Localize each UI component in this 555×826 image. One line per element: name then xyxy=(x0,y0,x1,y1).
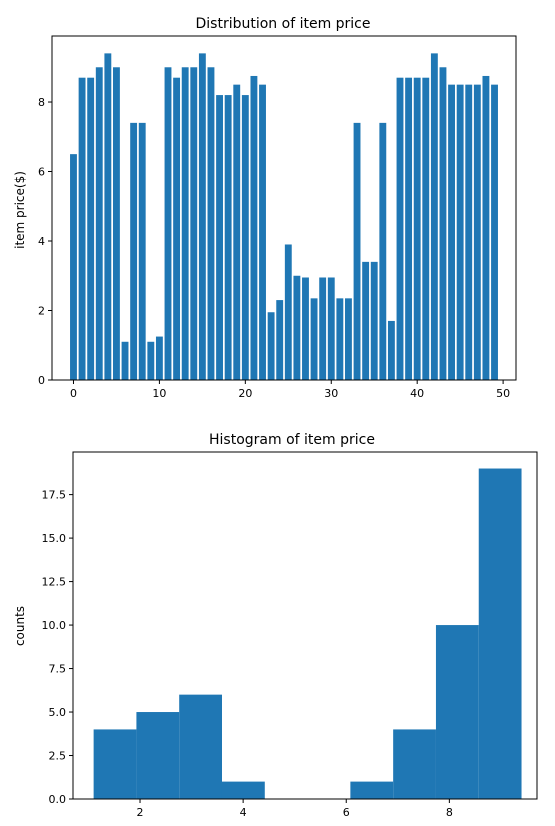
histogram-bin xyxy=(478,468,522,799)
bar xyxy=(430,53,438,380)
bar xyxy=(302,277,309,380)
bar xyxy=(336,298,344,380)
y-axis-label: counts xyxy=(13,606,27,646)
y-tick-label: 15.0 xyxy=(42,532,67,545)
histogram-bin xyxy=(179,694,222,799)
bar xyxy=(405,77,413,381)
bar xyxy=(233,84,241,381)
bar xyxy=(113,67,120,380)
bar xyxy=(422,77,430,381)
bar xyxy=(473,84,481,381)
bar xyxy=(310,298,318,380)
bar xyxy=(293,275,301,380)
bar xyxy=(198,53,206,380)
y-tick-label: 2 xyxy=(38,305,45,318)
y-tick-label: 4 xyxy=(38,235,45,248)
chart-title: Distribution of item price xyxy=(196,16,371,32)
bar xyxy=(138,122,146,381)
x-tick-label: 50 xyxy=(496,387,510,400)
x-tick-label: 2 xyxy=(137,806,144,819)
bar xyxy=(104,53,112,380)
bar xyxy=(370,261,378,380)
histogram-bin xyxy=(221,781,265,799)
bar xyxy=(164,67,172,380)
histogram-bins xyxy=(93,468,522,799)
x-tick-label: 20 xyxy=(238,387,252,400)
bar xyxy=(121,341,129,380)
chart-title: Histogram of item price xyxy=(209,432,375,448)
y-tick-label: 17.5 xyxy=(42,489,67,502)
bar xyxy=(87,77,95,381)
bar xyxy=(241,95,249,380)
bar xyxy=(181,67,189,380)
bar xyxy=(147,341,155,380)
x-tick-label: 30 xyxy=(324,387,338,400)
y-tick-label: 8 xyxy=(38,96,45,109)
y-tick-label: 6 xyxy=(38,166,45,179)
bar xyxy=(319,277,327,380)
histogram-bin xyxy=(136,712,180,799)
bar xyxy=(448,84,455,381)
chart-price-distribution: Distribution of item price item price($)… xyxy=(13,16,517,400)
bar xyxy=(396,77,404,381)
bar xyxy=(413,77,421,381)
histogram-bin xyxy=(350,781,394,799)
bar xyxy=(327,277,335,380)
bar xyxy=(95,67,103,380)
y-axis-ticks: 0 2 4 6 8 xyxy=(38,96,52,387)
y-tick-label: 0 xyxy=(38,374,45,387)
bar xyxy=(224,95,232,380)
x-tick-label: 8 xyxy=(446,806,453,819)
bar xyxy=(190,67,198,380)
bar xyxy=(267,312,275,380)
histogram-bin xyxy=(393,729,436,799)
bar xyxy=(482,75,490,380)
y-tick-label: 7.5 xyxy=(49,663,67,676)
y-tick-label: 5.0 xyxy=(49,706,67,719)
bar-series xyxy=(70,53,498,381)
x-tick-label: 6 xyxy=(343,806,350,819)
x-tick-label: 4 xyxy=(240,806,247,819)
chart-price-histogram: Histogram of item price counts 2 4 6 8 0.0 2… xyxy=(13,432,538,819)
bar xyxy=(387,320,395,380)
y-axis-label: item price($) xyxy=(13,171,27,249)
x-tick-label: 0 xyxy=(70,387,77,400)
y-axis-ticks: 0.0 2.5 5.0 7.5 10.0 12.5 15.0 17.5 xyxy=(42,489,73,806)
bar xyxy=(379,122,387,381)
bar xyxy=(250,75,258,380)
bar xyxy=(465,84,473,381)
bar xyxy=(130,122,138,381)
bar xyxy=(362,261,370,380)
y-tick-label: 12.5 xyxy=(42,576,67,589)
bar xyxy=(155,336,163,380)
histogram-bin xyxy=(93,729,137,799)
bar xyxy=(70,154,77,380)
bar xyxy=(78,77,86,381)
bar xyxy=(439,67,447,380)
y-tick-label: 10.0 xyxy=(42,619,67,632)
y-tick-label: 2.5 xyxy=(49,750,67,763)
x-axis-ticks: 0 10 20 30 40 50 xyxy=(70,380,510,400)
bar xyxy=(259,84,266,381)
bar xyxy=(216,95,223,380)
x-axis-ticks: 2 4 6 8 xyxy=(137,799,453,819)
bar xyxy=(345,298,352,380)
y-tick-label: 0.0 xyxy=(49,793,67,806)
bar xyxy=(456,84,464,381)
bar xyxy=(276,300,284,380)
bar xyxy=(353,122,361,381)
bar xyxy=(284,244,292,380)
x-tick-label: 40 xyxy=(410,387,424,400)
bar xyxy=(207,67,215,380)
histogram-bin xyxy=(435,625,479,799)
plot-frame xyxy=(51,35,517,381)
bar xyxy=(173,77,181,381)
bar xyxy=(491,84,498,381)
x-tick-label: 10 xyxy=(152,387,166,400)
plot-frame xyxy=(72,451,538,800)
